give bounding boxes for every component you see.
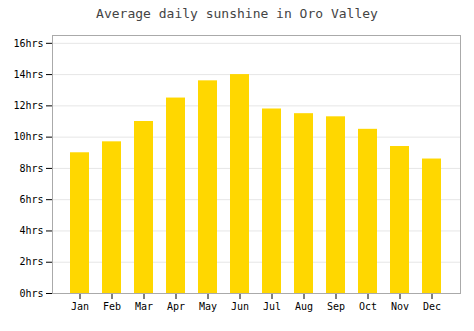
svg-text:Jun: Jun: [231, 301, 249, 312]
svg-text:10hrs: 10hrs: [13, 131, 43, 142]
svg-text:May: May: [199, 301, 217, 312]
svg-text:Dec: Dec: [423, 301, 441, 312]
html-text:Average daily sunshine in Oro: Average daily sunshine in Oro Valley: [96, 6, 378, 21]
svg-text:8hrs: 8hrs: [19, 163, 43, 174]
svg-text:12hrs: 12hrs: [13, 100, 43, 111]
svg-text:Aug: Aug: [295, 301, 313, 312]
svg-text:2hrs: 2hrs: [19, 256, 43, 267]
svg-text:16hrs: 16hrs: [13, 38, 43, 49]
svg-text:Feb: Feb: [103, 301, 121, 312]
svg-text:6hrs: 6hrs: [19, 194, 43, 205]
svg-text:4hrs: 4hrs: [19, 225, 43, 236]
svg-text:Mar: Mar: [135, 301, 153, 312]
svg-text:Sep: Sep: [327, 301, 345, 312]
svg-text:14hrs: 14hrs: [13, 69, 43, 80]
svg-text:Apr: Apr: [167, 301, 185, 312]
svg-text:Oct: Oct: [359, 301, 377, 312]
svg-text:Jul: Jul: [263, 301, 281, 312]
svg-text:Nov: Nov: [391, 301, 409, 312]
svg-text:0hrs: 0hrs: [19, 288, 43, 299]
svg-text:Jan: Jan: [71, 301, 89, 312]
